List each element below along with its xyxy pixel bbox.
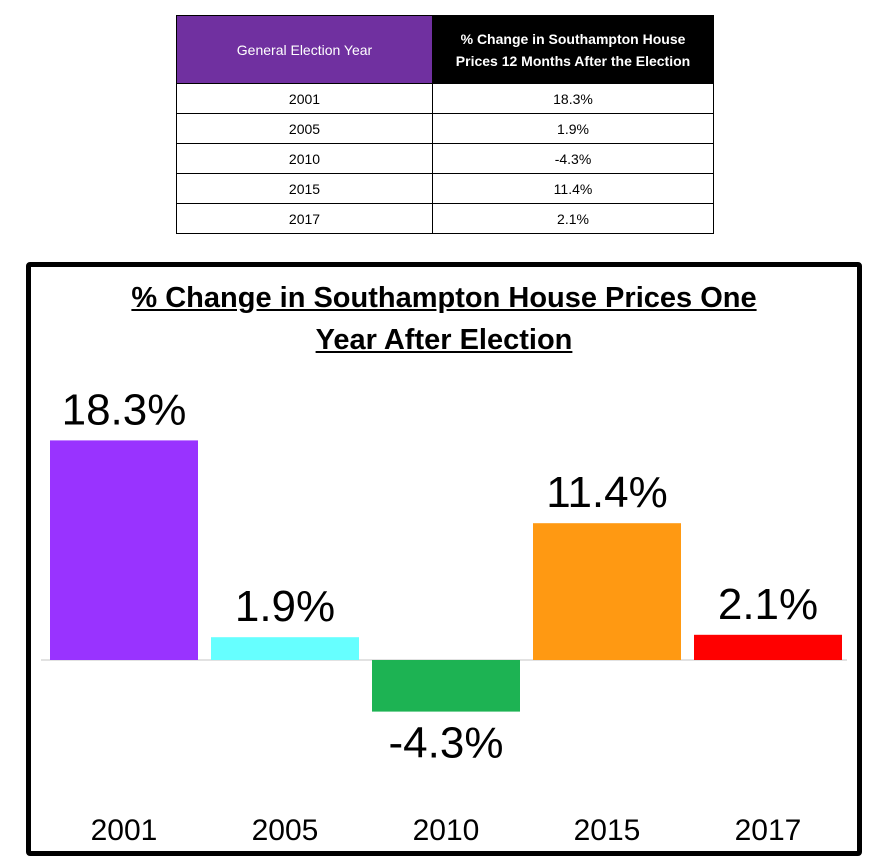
row-change: 1.9% [432,113,714,144]
row-year: 2010 [176,143,433,174]
row-year: 2015 [176,173,433,204]
row-year: 2001 [176,83,433,114]
row-change: 11.4% [432,173,714,204]
bar-2005 [211,637,359,660]
category-label: 2017 [735,814,802,847]
chart-frame: % Change in Southampton House Prices One… [26,262,862,856]
header-election-year: General Election Year [176,15,433,84]
chart-title-line1: % Change in Southampton House Prices One [131,282,757,314]
row-change: 2.1% [432,203,714,234]
table-row: 2015 11.4% [176,173,714,204]
table-row: 2017 2.1% [176,203,714,234]
row-change: -4.3% [432,143,714,174]
chart-title-line2: Year After Election [315,324,573,356]
bar-2001 [50,440,198,660]
bar-value-label: 18.3% [62,385,187,434]
table-row: 2001 18.3% [176,83,714,114]
bar-value-label: 1.9% [235,582,335,631]
category-label: 2005 [252,814,319,847]
bar-value-label: -4.3% [389,719,504,768]
bar-2017 [694,634,842,660]
row-year: 2017 [176,203,433,234]
table-row: 2005 1.9% [176,113,714,144]
row-year: 2005 [176,113,433,144]
bar-value-label: 2.1% [718,580,818,629]
header-price-change: % Change in Southampton House Prices 12 … [432,15,714,84]
bar-2015 [533,523,681,660]
bar-chart: 18.3% 2001 1.9% 2005 -4.3% 2010 11.4% 2015 2.1% 2… [41,385,847,847]
table-row: 2010 -4.3% [176,143,714,174]
data-table: General Election Year % Change in Southa… [176,15,714,234]
category-label: 2015 [574,814,641,847]
row-change: 18.3% [432,83,714,114]
table-header-row: General Election Year % Change in Southa… [176,15,714,84]
category-label: 2001 [91,814,158,847]
category-label: 2010 [413,814,480,847]
bar-value-label: 11.4% [546,468,668,517]
bar-2010 [372,660,520,712]
